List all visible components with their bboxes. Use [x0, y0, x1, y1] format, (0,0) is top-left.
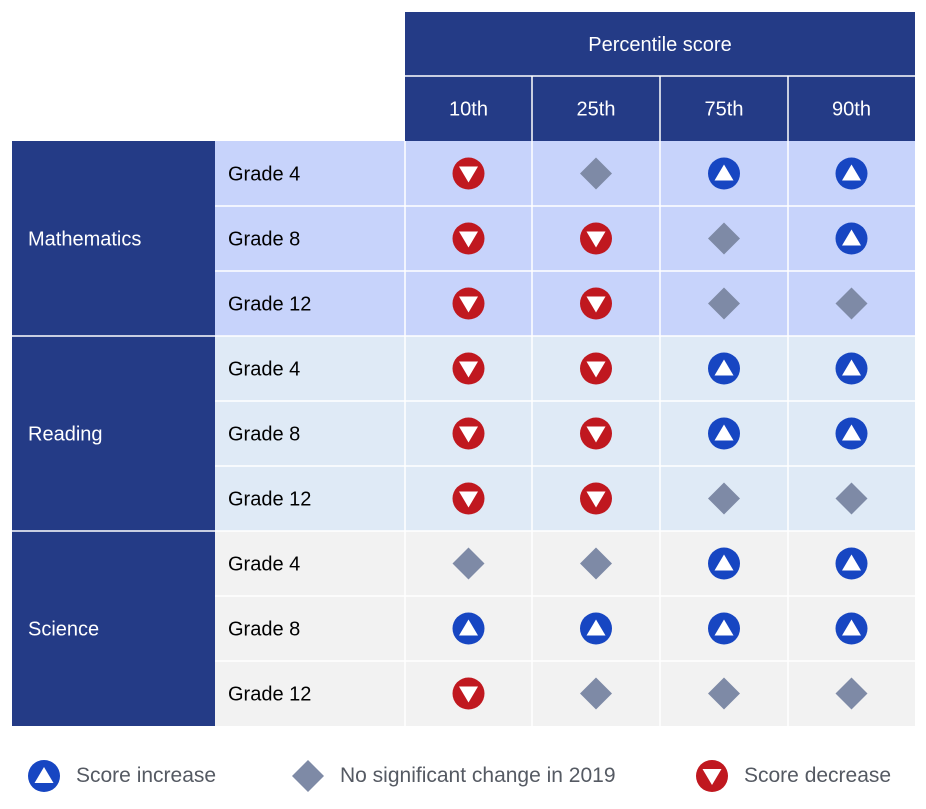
down-triangle-circle-icon	[452, 222, 485, 255]
percentile-header-75th: 75th	[705, 99, 744, 121]
grade-label: Grade 12	[228, 489, 311, 511]
legend: Score increase No significant change in …	[0, 748, 926, 804]
grade-label: Grade 8	[228, 424, 300, 446]
row-background	[215, 141, 915, 206]
row-background	[215, 206, 915, 271]
percentile-change-table: Percentile score 10th 25th 75th 90th Mathemat…	[12, 12, 915, 726]
diamond-icon	[580, 677, 612, 710]
diamond-icon	[580, 547, 612, 580]
grade-label: Grade 4	[228, 164, 300, 186]
grade-label: Grade 4	[228, 554, 300, 576]
grade-label: Grade 12	[228, 294, 311, 316]
grade-label: Grade 4	[228, 359, 300, 381]
down-triangle-circle-icon	[452, 157, 485, 190]
diamond-icon	[835, 677, 868, 710]
diamond-icon	[835, 482, 868, 515]
diamond-icon	[708, 287, 740, 320]
up-triangle-circle-icon	[835, 222, 868, 255]
down-triangle-circle-icon	[580, 417, 612, 450]
diamond-icon	[580, 157, 612, 190]
row-background	[215, 661, 915, 726]
down-triangle-circle-icon	[452, 352, 485, 385]
subject-label-mathematics: Mathematics	[28, 229, 141, 251]
row-background	[215, 466, 915, 531]
row-background	[215, 596, 915, 661]
down-triangle-circle-icon	[452, 417, 485, 450]
subject-block-mathematics	[12, 141, 215, 336]
diamond-icon	[452, 547, 485, 580]
legend-label-decrease: Score decrease	[744, 764, 892, 787]
legend-item-decrease: Score decrease	[694, 748, 891, 804]
subject-block-reading	[12, 336, 215, 531]
legend-item-increase: Score increase	[26, 748, 216, 804]
subject-label-reading: Reading	[28, 424, 103, 446]
row-background	[215, 531, 915, 596]
up-triangle-circle-icon	[835, 612, 868, 645]
percentile-header-90th: 90th	[832, 99, 871, 121]
header-title: Percentile score	[588, 34, 731, 56]
row-background	[215, 271, 915, 336]
percentile-header-25th: 25th	[577, 99, 616, 121]
diamond-icon	[292, 760, 324, 792]
down-triangle-circle-icon	[452, 482, 485, 515]
diamond-icon	[708, 482, 740, 515]
grade-label: Grade 8	[228, 229, 300, 251]
legend-item-no-change: No significant change in 2019	[290, 748, 616, 804]
down-triangle-circle-icon	[452, 287, 485, 320]
up-triangle-circle-icon	[28, 760, 60, 792]
up-triangle-circle-icon	[835, 547, 868, 580]
up-triangle-circle-icon	[835, 352, 868, 385]
up-triangle-circle-icon	[835, 157, 868, 190]
down-triangle-circle-icon	[580, 222, 612, 255]
grade-label: Grade 12	[228, 684, 311, 706]
up-triangle-circle-icon	[835, 417, 868, 450]
percentile-header-10th: 10th	[449, 99, 488, 121]
up-triangle-circle-icon	[708, 612, 740, 645]
grade-label: Grade 8	[228, 619, 300, 641]
down-triangle-circle-icon	[452, 677, 485, 710]
down-triangle-circle-icon	[696, 760, 728, 792]
subject-block-science	[12, 531, 215, 726]
down-triangle-circle-icon	[580, 287, 612, 320]
down-triangle-circle-icon	[580, 352, 612, 385]
legend-label-no-change: No significant change in 2019	[340, 764, 616, 787]
up-triangle-circle-icon	[708, 352, 740, 385]
down-triangle-circle-icon	[580, 482, 612, 515]
diamond-icon	[708, 222, 740, 255]
up-triangle-circle-icon	[708, 157, 740, 190]
up-triangle-circle-icon	[708, 417, 740, 450]
row-background	[215, 401, 915, 466]
up-triangle-circle-icon	[580, 612, 612, 645]
legend-label-increase: Score increase	[76, 764, 217, 787]
row-background	[215, 336, 915, 401]
diamond-icon	[835, 287, 868, 320]
up-triangle-circle-icon	[452, 612, 485, 645]
diamond-icon	[708, 677, 740, 710]
subject-label-science: Science	[28, 619, 99, 641]
up-triangle-circle-icon	[708, 547, 740, 580]
